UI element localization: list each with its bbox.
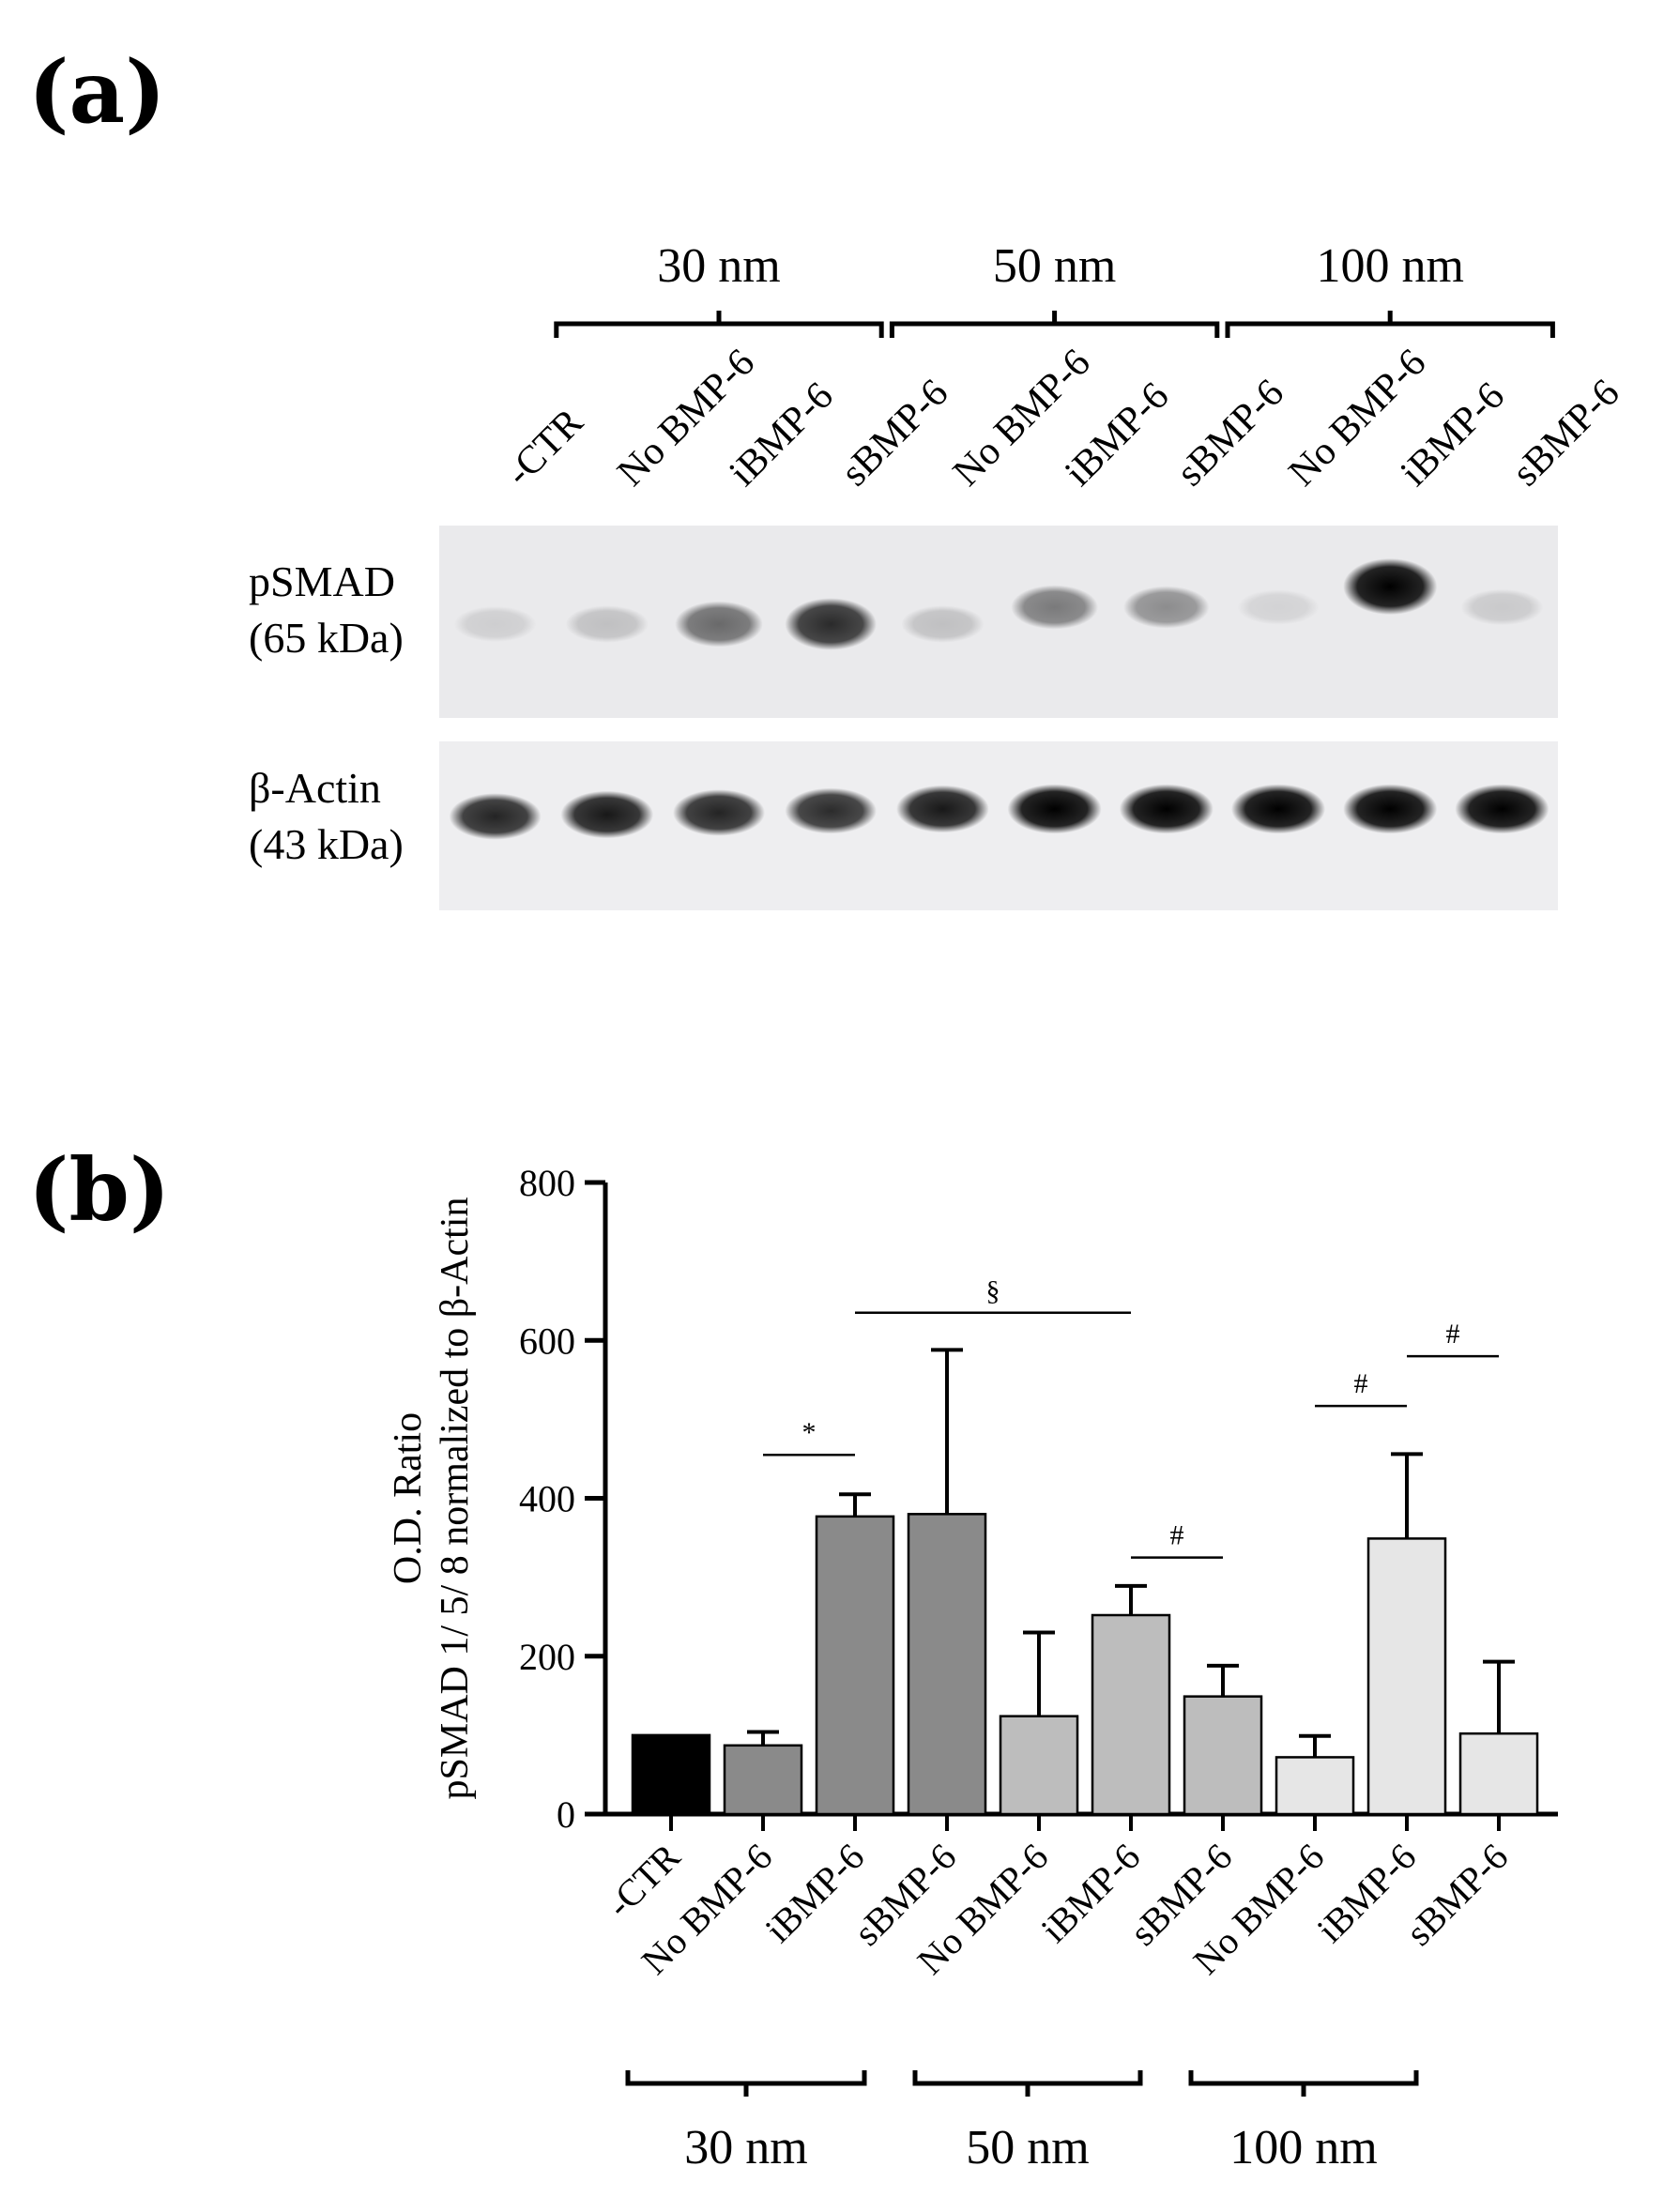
bar	[907, 1513, 987, 1816]
significance-symbol: #	[1446, 1319, 1460, 1350]
blot-lane-label: sBMP-6	[1168, 372, 1292, 496]
blot-band	[1007, 784, 1102, 834]
blot-lane-label: sBMP-6	[833, 372, 957, 496]
y-tick-label: 0	[557, 1793, 575, 1836]
panel-b-label: (b)	[28, 1139, 170, 1241]
blot-band	[1455, 784, 1550, 834]
blot-band	[673, 789, 765, 836]
blot-row-size: (65 kDa)	[249, 614, 404, 662]
bar-chart: 0 200 400 600 800 O.D. Ratio pSMAD 1/ 5/ 8 nor…	[387, 1162, 1558, 2174]
bar	[1366, 1537, 1447, 1816]
blot-band	[449, 793, 542, 840]
bar	[1275, 1756, 1355, 1816]
bar	[631, 1733, 711, 1816]
y-tick-label: 400	[519, 1478, 575, 1520]
blot-band	[896, 785, 989, 833]
blot-band	[1123, 586, 1210, 629]
blot-row-size: (43 kDa)	[249, 820, 404, 868]
x-group-brackets: 30 nm 50 nm 100 nm	[625, 2070, 1419, 2174]
x-group-label: 50 nm	[966, 2121, 1089, 2174]
blot-band	[1011, 585, 1098, 630]
blot-band	[1230, 784, 1326, 834]
blot-band	[901, 605, 985, 643]
blot-band	[1237, 589, 1320, 625]
y-axis-title: pSMAD 1/ 5/ 8 normalized to β-Actin	[434, 1198, 477, 1800]
significance-annotations: * § # # #	[763, 1275, 1499, 1559]
blot-group-label: 50 nm	[993, 239, 1116, 293]
bar	[1183, 1695, 1263, 1816]
significance-symbol: #	[1354, 1368, 1368, 1399]
x-category-label: sBMP-6	[1397, 1836, 1516, 1954]
y-tick-label: 800	[519, 1162, 575, 1204]
blot-lane-label: sBMP-6	[1504, 372, 1628, 496]
blot-band	[565, 605, 649, 643]
blot-band	[1343, 558, 1438, 615]
y-tick-label: 600	[519, 1320, 575, 1362]
blot-group-bracket	[889, 311, 1220, 338]
blot-rows: pSMAD (65 kDa) β-Actin (43 kDa)	[249, 526, 1558, 910]
panel-a-label: (a)	[28, 41, 166, 143]
western-blot-panel: 30 nm 50 nm 100 nm -CTR No BMP-6iBMP-6sBMP-…	[249, 239, 1628, 910]
bar	[815, 1515, 895, 1816]
blot-band	[785, 787, 877, 834]
y-axis-title: O.D. Ratio	[387, 1412, 430, 1584]
significance-symbol: §	[986, 1275, 1000, 1306]
blot-band	[1343, 784, 1438, 834]
x-group-bracket	[912, 2070, 1143, 2097]
blot-band	[1460, 588, 1544, 626]
blot-lane-label: -CTR	[497, 401, 591, 495]
blot-group-bracket	[554, 311, 884, 338]
blot-row-name: pSMAD	[249, 557, 395, 605]
blot-band	[785, 598, 877, 650]
bar	[1091, 1613, 1171, 1816]
blot-group-label: 100 nm	[1316, 239, 1463, 293]
blot-group-label: 30 nm	[657, 239, 780, 293]
blot-band	[560, 790, 654, 839]
blot-group-bracket	[1225, 311, 1555, 338]
blot-band	[675, 601, 763, 648]
blot-band	[453, 606, 537, 642]
x-group-label: 100 nm	[1229, 2121, 1377, 2174]
bars	[631, 1348, 1539, 1831]
blot-group-brackets: 30 nm 50 nm 100 nm	[554, 239, 1555, 338]
blot-row-name: β-Actin	[249, 764, 381, 812]
bar	[723, 1744, 803, 1816]
y-axis: 0 200 400 600 800 O.D. Ratio pSMAD 1/ 5/ 8 nor…	[387, 1162, 1558, 1836]
y-tick-label: 200	[519, 1636, 575, 1678]
significance-symbol: *	[802, 1417, 817, 1448]
bar	[1458, 1731, 1539, 1816]
bar	[999, 1715, 1079, 1816]
significance-symbol: #	[1170, 1520, 1184, 1551]
x-group-label: 30 nm	[684, 2121, 807, 2174]
x-group-bracket	[1188, 2070, 1419, 2097]
blot-band	[1119, 784, 1214, 834]
x-group-bracket	[625, 2070, 867, 2097]
